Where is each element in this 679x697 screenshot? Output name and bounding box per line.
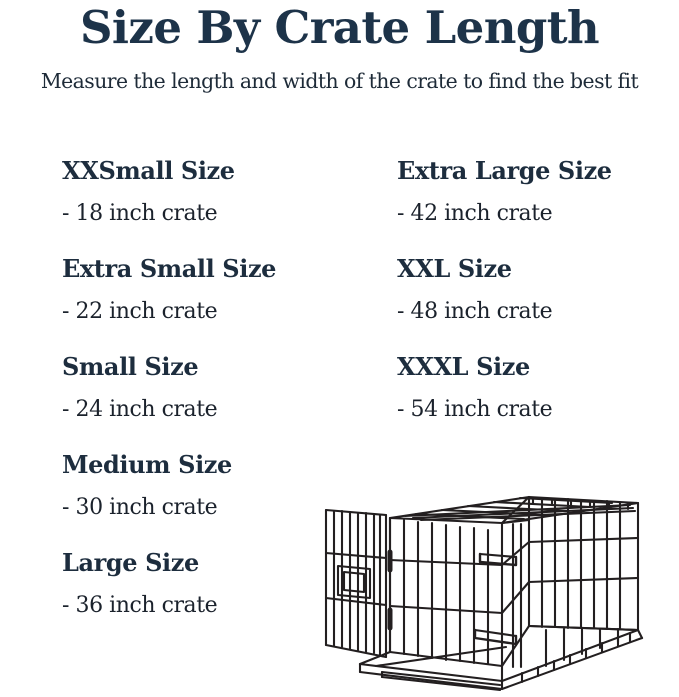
size-entry: Extra Large Size - 42 inch crate bbox=[397, 152, 679, 238]
size-name: Medium Size bbox=[62, 450, 232, 479]
size-list-left-column: XXSmall Size - 18 inch crate Extra Small… bbox=[62, 152, 382, 642]
size-entry: XXL Size - 48 inch crate bbox=[397, 250, 679, 336]
size-list-right-column: Extra Large Size - 42 inch crate XXL Siz… bbox=[397, 152, 679, 446]
size-name: XXSmall Size bbox=[62, 156, 235, 185]
size-name: Small Size bbox=[62, 352, 199, 381]
size-entry: Extra Small Size - 22 inch crate bbox=[62, 250, 382, 336]
page-title: Size By Crate Length bbox=[79, 1, 600, 54]
size-entry: XXXL Size - 54 inch crate bbox=[397, 348, 679, 434]
wire-crate-icon bbox=[324, 495, 644, 692]
size-name: XXL Size bbox=[397, 254, 512, 283]
size-name: Large Size bbox=[62, 548, 199, 577]
size-name: XXXL Size bbox=[397, 352, 530, 381]
size-detail: - 54 inch crate bbox=[397, 397, 553, 422]
size-name: Extra Small Size bbox=[62, 254, 277, 283]
page-subtitle: Measure the length and width of the crat… bbox=[40, 69, 639, 93]
size-detail: - 18 inch crate bbox=[62, 201, 218, 226]
size-entry: XXSmall Size - 18 inch crate bbox=[62, 152, 382, 238]
size-detail: - 22 inch crate bbox=[62, 299, 218, 324]
size-detail: - 48 inch crate bbox=[397, 299, 553, 324]
size-name: Extra Large Size bbox=[397, 156, 612, 185]
size-detail: - 42 inch crate bbox=[397, 201, 553, 226]
size-entry: Medium Size - 30 inch crate bbox=[62, 446, 382, 532]
size-entry: Large Size - 36 inch crate bbox=[62, 544, 382, 630]
size-entry: Small Size - 24 inch crate bbox=[62, 348, 382, 434]
size-detail: - 30 inch crate bbox=[62, 495, 218, 520]
size-detail: - 36 inch crate bbox=[62, 593, 218, 618]
size-detail: - 24 inch crate bbox=[62, 397, 218, 422]
crate-illustration bbox=[320, 470, 672, 692]
